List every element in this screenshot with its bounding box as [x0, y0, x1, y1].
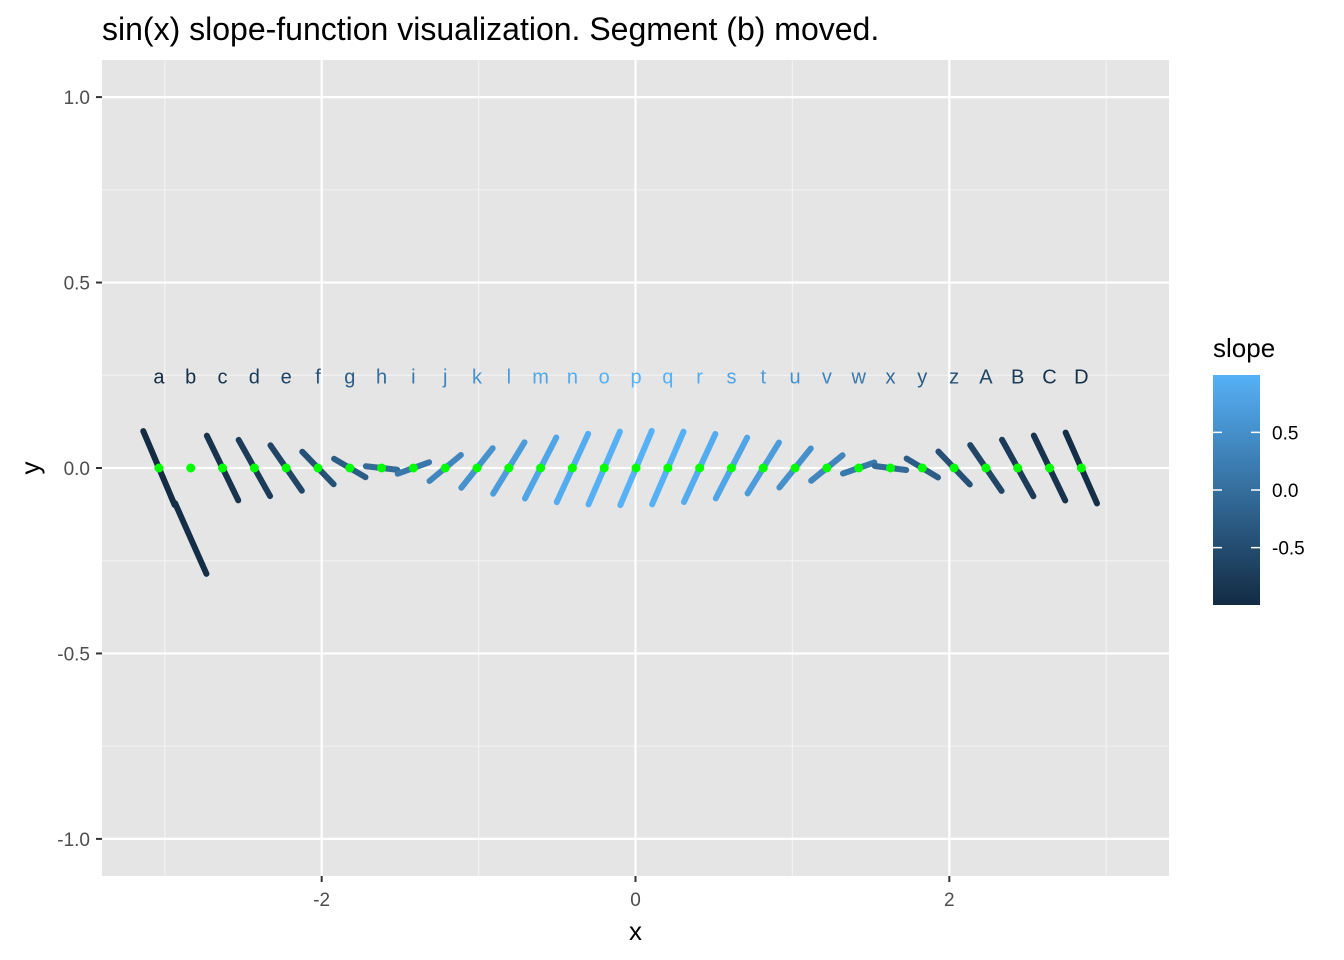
- segment-label-b: b: [185, 366, 196, 388]
- tangent-point-C: [1045, 463, 1055, 473]
- segment-label-k: k: [472, 366, 483, 388]
- legend-ticks: 0.5 0.0 -0.5: [1213, 423, 1305, 560]
- y-axis: -1.0 -0.5 0.0 0.5 1.0: [57, 88, 102, 851]
- legend-title: slope: [1213, 333, 1275, 363]
- tangent-point-z: [949, 463, 959, 473]
- tangent-point-i: [408, 463, 418, 473]
- y-tick-label: -1.0: [57, 830, 90, 851]
- segment-label-n: n: [567, 366, 578, 388]
- tangent-point-h: [377, 463, 387, 473]
- segment-label-h: h: [376, 366, 387, 388]
- segment-label-c: c: [218, 366, 228, 388]
- segment-label-g: g: [344, 366, 355, 388]
- segment-label-z: z: [949, 366, 959, 388]
- tangent-point-l: [504, 463, 514, 473]
- y-axis-title: y: [15, 462, 45, 475]
- tangent-point-x: [885, 463, 895, 473]
- x-tick-label: 2: [944, 890, 955, 911]
- tangent-point-e: [281, 463, 291, 473]
- tangent-point-a: [154, 463, 164, 473]
- tangent-point-A: [981, 463, 991, 473]
- tangent-point-k: [472, 463, 482, 473]
- segment-label-v: v: [822, 366, 832, 388]
- tangent-point-u: [790, 463, 800, 473]
- tangent-point-B: [1013, 463, 1023, 473]
- y-tick-label: -0.5: [57, 644, 90, 665]
- tangent-point-q: [663, 463, 673, 473]
- tangent-point-o: [599, 463, 609, 473]
- legend: slope 0.5 0.0 -0.5: [1213, 333, 1305, 605]
- tangent-point-m: [536, 463, 546, 473]
- segment-label-p: p: [630, 366, 641, 388]
- tangent-point-j: [440, 463, 450, 473]
- segment-label-q: q: [662, 366, 673, 388]
- tangent-point-y: [917, 463, 927, 473]
- segment-label-j: j: [442, 366, 447, 388]
- segment-label-o: o: [599, 366, 610, 388]
- x-axis: -2 0 2: [313, 876, 955, 911]
- slope-segment-b: [172, 500, 210, 577]
- segment-label-A: A: [979, 366, 993, 388]
- tangent-point-g: [345, 463, 355, 473]
- segment-label-t: t: [760, 366, 766, 388]
- segment-label-s: s: [726, 366, 736, 388]
- tangent-point-b: [186, 463, 196, 473]
- tangent-points: [154, 463, 1086, 473]
- tangent-point-s: [726, 463, 736, 473]
- legend-tick-label: 0.5: [1272, 423, 1298, 444]
- tangent-point-p: [631, 463, 641, 473]
- segment-label-e: e: [281, 366, 292, 388]
- segment-label-m: m: [532, 366, 549, 388]
- x-axis-title: x: [629, 916, 642, 946]
- legend-tick-label: 0.0: [1272, 481, 1298, 502]
- segment-label-u: u: [790, 366, 801, 388]
- segment-label-l: l: [507, 366, 511, 388]
- x-tick-label: 0: [630, 890, 641, 911]
- chart-title: sin(x) slope-function visualization. Seg…: [102, 11, 879, 47]
- segment-label-w: w: [850, 366, 866, 388]
- segment-label-a: a: [153, 366, 165, 388]
- segment-label-f: f: [315, 366, 321, 388]
- tangent-point-d: [249, 463, 259, 473]
- segment-label-r: r: [696, 366, 703, 388]
- tangent-point-f: [313, 463, 323, 473]
- tangent-point-n: [567, 463, 577, 473]
- y-tick-label: 0.5: [64, 274, 90, 295]
- segment-label-x: x: [885, 366, 895, 388]
- segment-label-d: d: [249, 366, 260, 388]
- legend-tick-label: -0.5: [1272, 539, 1305, 560]
- segment-label-i: i: [411, 366, 415, 388]
- segment-label-y: y: [917, 366, 927, 388]
- tangent-point-v: [822, 463, 832, 473]
- y-tick-label: 0.0: [64, 459, 90, 480]
- tangent-point-D: [1076, 463, 1086, 473]
- segment-label-D: D: [1074, 366, 1088, 388]
- tangent-point-c: [218, 463, 228, 473]
- tangent-point-w: [854, 463, 864, 473]
- segment-label-C: C: [1042, 366, 1056, 388]
- segment-label-B: B: [1011, 366, 1024, 388]
- tangent-point-t: [758, 463, 768, 473]
- y-tick-label: 1.0: [64, 88, 90, 109]
- x-tick-label: -2: [313, 890, 330, 911]
- tangent-point-r: [695, 463, 705, 473]
